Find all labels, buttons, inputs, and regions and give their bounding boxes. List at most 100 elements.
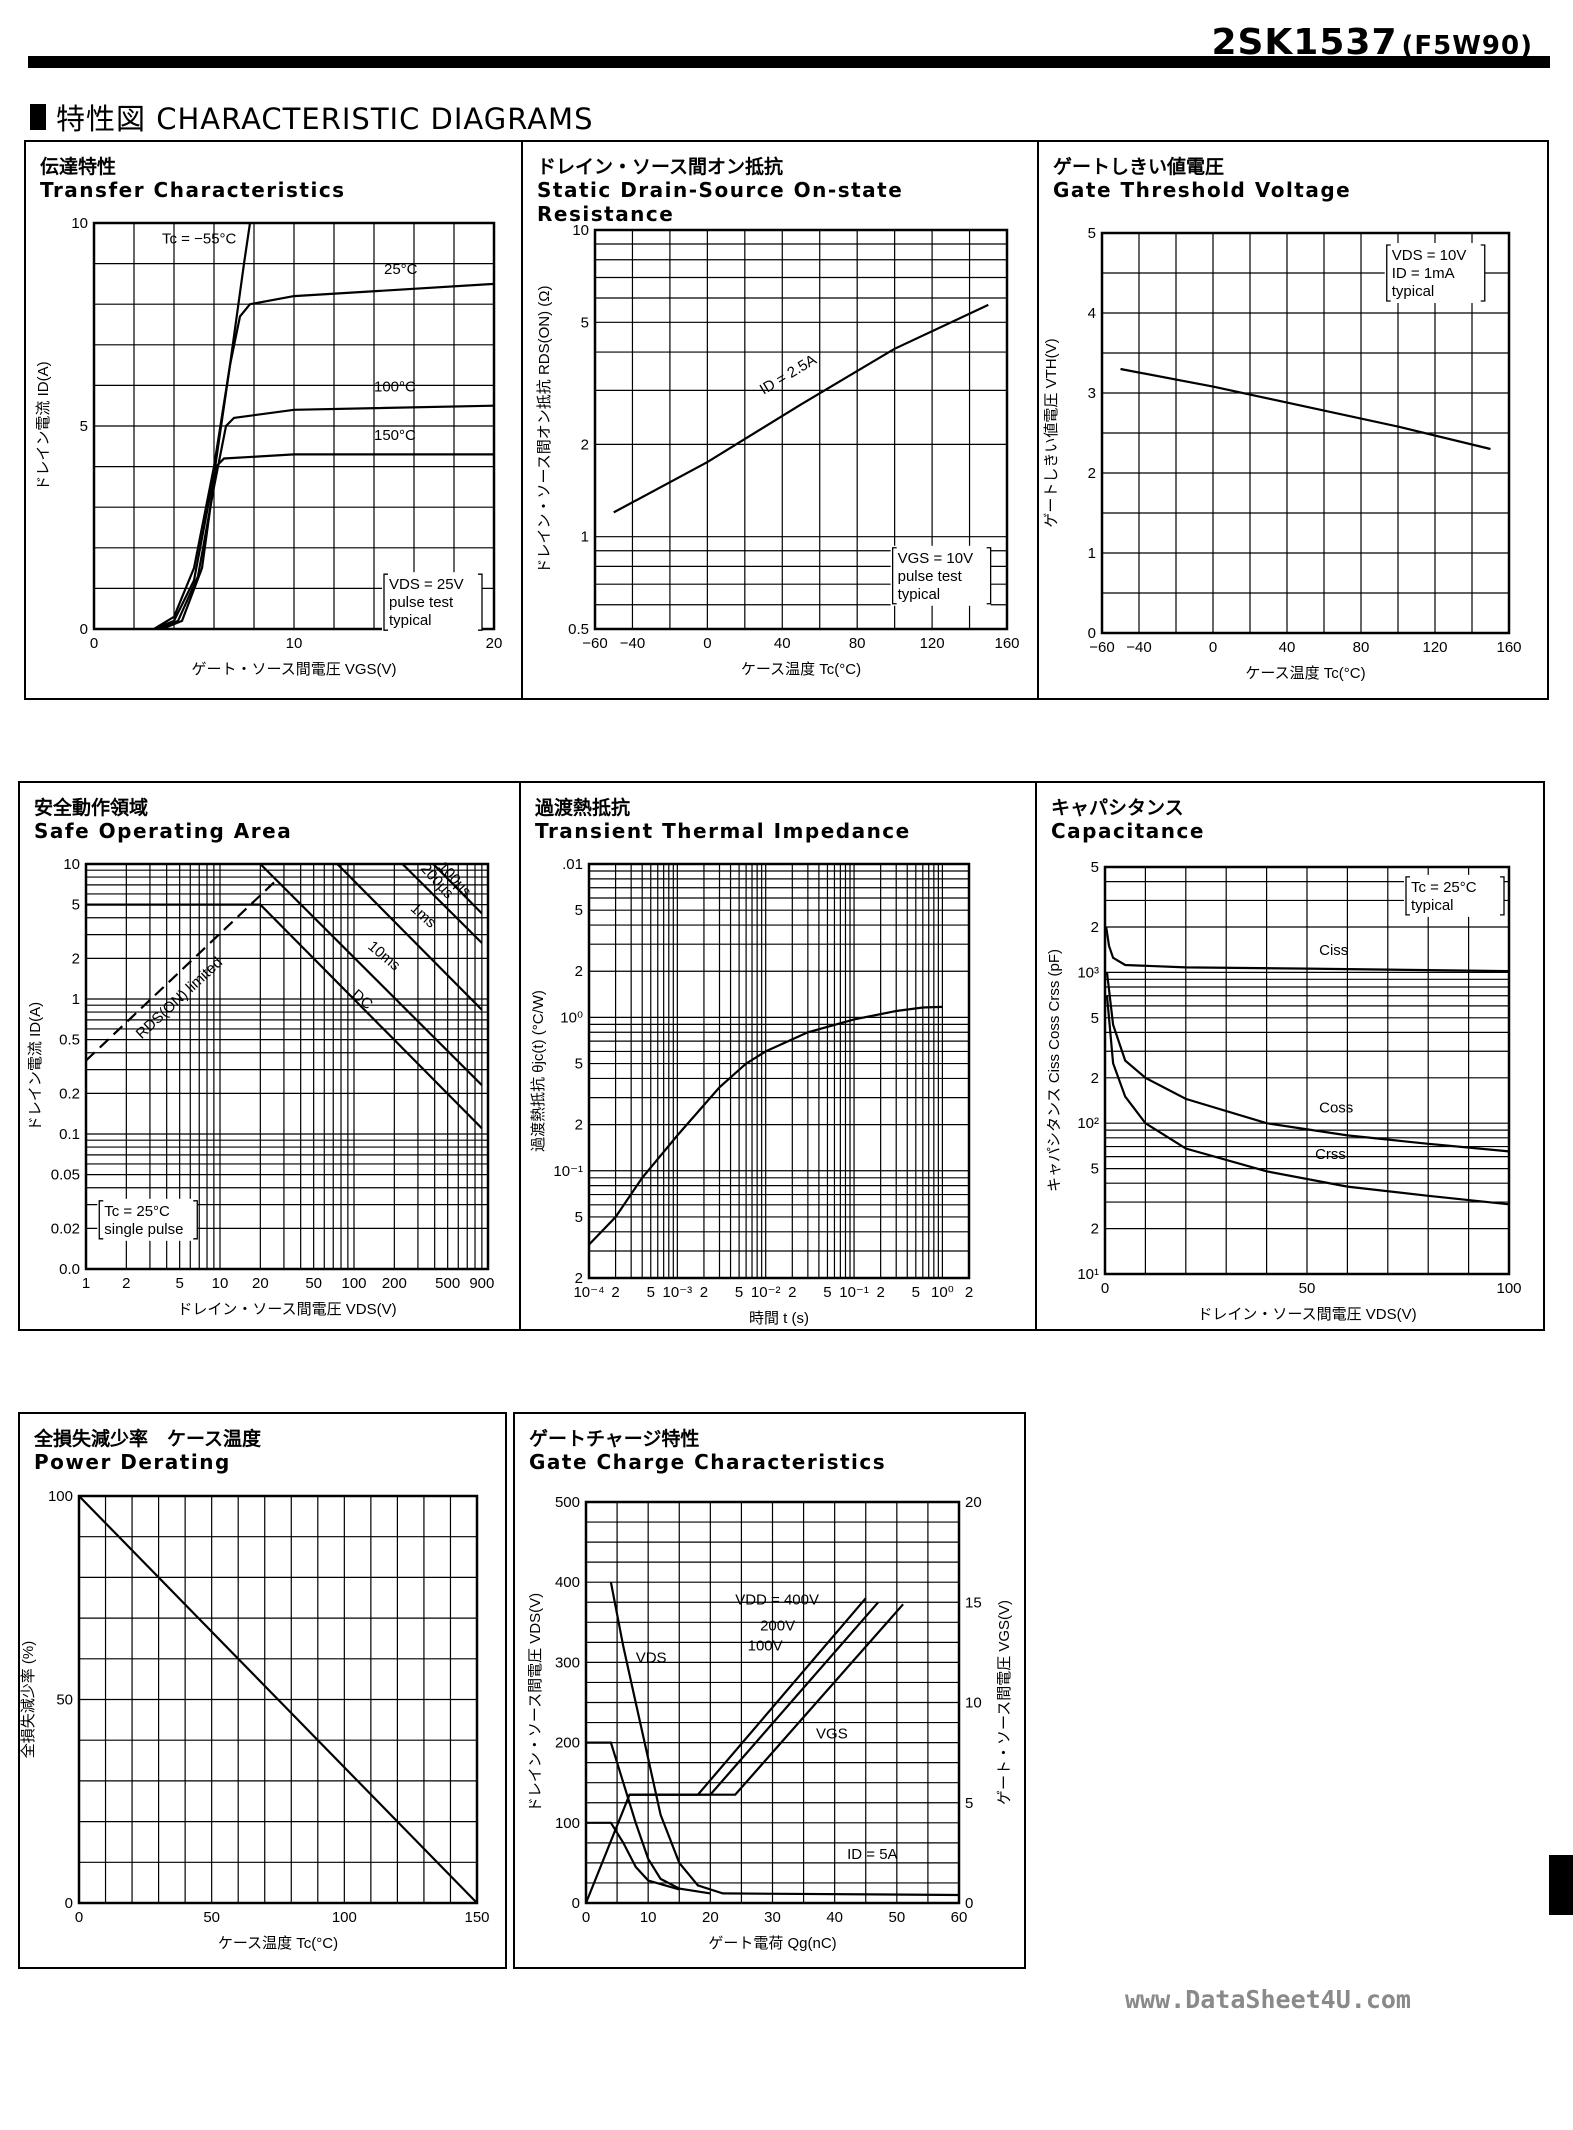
x-tick-label: 2 [876, 1284, 884, 1301]
x-tick-label: −40 [1126, 639, 1151, 656]
y-tick-label: 10 [572, 222, 589, 239]
x-tick-label: 2 [700, 1284, 708, 1301]
y-tick-label: 5 [72, 897, 80, 914]
x-tick-label: 100 [332, 1909, 357, 1926]
x-tick-label: 80 [1353, 639, 1370, 656]
x-axis-title: ケース温度 Tc(°C) [218, 1935, 338, 1952]
chart-canvas: −60 −40 0 40 80 120 160 0.5 1 2 5 10 ケース温度 Tc(°C) ドレイ… [536, 222, 1020, 678]
series-line-100-s [432, 863, 483, 915]
y-tick-label: 1 [581, 529, 589, 546]
note-line: typical [389, 612, 432, 629]
series-line-id-2-5a [613, 303, 989, 514]
series-line-derating [78, 1495, 478, 1904]
note-background [97, 1198, 198, 1241]
y-tick-label: 2 [1088, 465, 1096, 482]
series-annotation: VDD = 400V [735, 1592, 819, 1609]
series-annotation: 10ms [364, 938, 403, 975]
series-annotation: VGS [816, 1726, 848, 1743]
series-annotation: 25°C [384, 261, 418, 278]
x-tick-label: 100 [341, 1275, 366, 1292]
x-tick-label: 20 [486, 635, 503, 652]
x-axis-title: ケース温度 Tc(°C) [741, 661, 861, 678]
y-tick-label: 5 [80, 418, 88, 435]
y-tick-label: 2 [1091, 919, 1099, 936]
chart-title: Transfer Characteristics [40, 178, 346, 202]
plot-frame [1100, 231, 1511, 635]
x-tick-label: 0 [75, 1909, 83, 1926]
y-axis-title: ドレイン電流 ID(A) [35, 361, 52, 490]
y-tick-label: 10⁻¹ [553, 1163, 583, 1180]
plot-frame [587, 862, 971, 1280]
x-tick-label: 2 [788, 1284, 796, 1301]
x-tick-label: 40 [774, 635, 791, 652]
y-tick-label: 500 [555, 1494, 580, 1511]
x-tick-label: 120 [1422, 639, 1447, 656]
chart-title-jp: ドレイン・ソース間オン抵抗 [537, 156, 784, 178]
x-tick-label: 5 [647, 1284, 655, 1301]
chart-title: Static Drain-Source On-state Resistance [537, 178, 904, 226]
x-tick-label: 0 [703, 635, 711, 652]
chart-title-jp: 伝達特性 [40, 156, 117, 178]
plot-frame [84, 862, 490, 1271]
series-line-tc-55-c [153, 222, 252, 630]
chart-title: Gate Charge Characteristics [529, 1450, 887, 1474]
chart-title-jp: 過渡熱抵抗 [535, 797, 631, 819]
y-tick-label: 1 [1088, 545, 1096, 562]
y2-tick-label: 0 [965, 1895, 973, 1912]
y-tick-label: 2 [575, 1117, 583, 1134]
x-tick-label: 40 [1279, 639, 1296, 656]
x-tick-label: 30 [764, 1909, 781, 1926]
note-line: pulse test [389, 594, 454, 611]
y-tick-label: 10¹ [1077, 1266, 1099, 1283]
chart-title: Power Derating [34, 1450, 231, 1474]
x-tick-label: −40 [620, 635, 645, 652]
y-axis-title: キャパシタンス Ciss Coss Crss (pF) [1046, 949, 1063, 1192]
y-tick-label: 100 [555, 1815, 580, 1832]
y-tick-label: 5 [581, 314, 589, 331]
note-background [890, 545, 991, 606]
y-tick-label: 0.1 [59, 1126, 80, 1143]
note-background [382, 572, 482, 633]
plot-frame [1103, 865, 1511, 1276]
x-tick-label: 0 [1101, 1280, 1109, 1297]
x-axis-title: ドレイン・ソース間電圧 VDS(V) [1197, 1306, 1416, 1323]
series-line-vds-vdd-200v- [586, 1741, 711, 1895]
y-tick-label: 0.02 [51, 1220, 80, 1237]
y2-tick-label: 20 [965, 1494, 982, 1511]
x-tick-label: 50 [1299, 1280, 1316, 1297]
x-tick-label: 50 [203, 1909, 220, 1926]
chart-canvas: 0 10 20 0 5 10 ゲート・ソース間電圧 VGS(V) ドレイン電流 ID(A) Tc… [35, 215, 503, 678]
series-annotation: DC [348, 986, 376, 1013]
note-line: typical [1411, 897, 1454, 914]
x-tick-label: 2 [122, 1275, 130, 1292]
section-title: 特性図 CHARACTERISTIC DIAGRAMS [56, 102, 594, 136]
chart-title-jp: 全損失減少率 ケース温度 [34, 1428, 262, 1450]
chart-title: Transient Thermal Impedance [535, 819, 911, 843]
x-tick-label: 40 [826, 1909, 843, 1926]
chart-panel-thermal-impedance: 過渡熱抵抗 Transient Thermal Impedance 10⁻⁴ 2 5 10… [519, 781, 1037, 1331]
chart-title: Safe Operating Area [34, 819, 293, 843]
x-tick-label: 10⁻² [751, 1284, 781, 1301]
section-heading: 特性図 CHARACTERISTIC DIAGRAMS [30, 96, 593, 138]
y-tick-label: 10 [71, 215, 88, 232]
chart-title-jp: キャパシタンス [1051, 797, 1184, 819]
chart-title: Capacitance [1051, 819, 1205, 843]
y2-tick-label: 5 [965, 1795, 973, 1812]
chart-panel-gate-threshold: ゲートしきい値電圧 Gate Threshold Voltage −60 −40 0 40… [1037, 140, 1549, 700]
y-tick-label: 0.5 [568, 621, 589, 638]
x-tick-label: 160 [994, 635, 1019, 652]
plot-frame [92, 221, 496, 631]
y-tick-label: 0 [1088, 625, 1096, 642]
x-tick-label: 10⁻³ [663, 1284, 693, 1301]
y-axis-title: ゲートしきい値電圧 VTH(V) [1043, 338, 1060, 527]
series-annotation: 150°C [374, 427, 416, 444]
plot-area: −60 −40 0 40 80 120 160 0.5 1 2 5 10 ケース温度 Tc(°C) ドレイ… [536, 222, 1020, 678]
series-line-vgs-vdd-100v- [584, 1597, 867, 1904]
note-background [1404, 874, 1504, 917]
x-tick-label: 160 [1496, 639, 1521, 656]
series-line--jc-t- [588, 1005, 943, 1246]
y-tick-label: 5 [575, 1056, 583, 1073]
y-tick-label: 2 [575, 1270, 583, 1287]
x-axis-title: 時間 t (s) [749, 1310, 809, 1327]
